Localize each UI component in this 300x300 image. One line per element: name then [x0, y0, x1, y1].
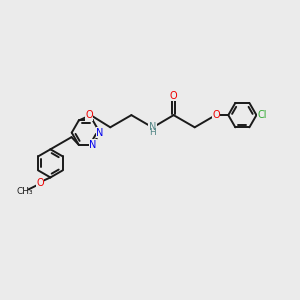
Text: O: O	[170, 91, 177, 101]
Text: O: O	[212, 110, 220, 120]
Text: N: N	[96, 128, 103, 138]
Text: N: N	[89, 140, 97, 150]
Text: O: O	[36, 178, 44, 188]
Text: N: N	[149, 122, 156, 132]
Text: H: H	[149, 128, 156, 136]
Text: O: O	[85, 110, 93, 120]
Text: Cl: Cl	[258, 110, 267, 120]
Text: CH₃: CH₃	[16, 187, 33, 196]
